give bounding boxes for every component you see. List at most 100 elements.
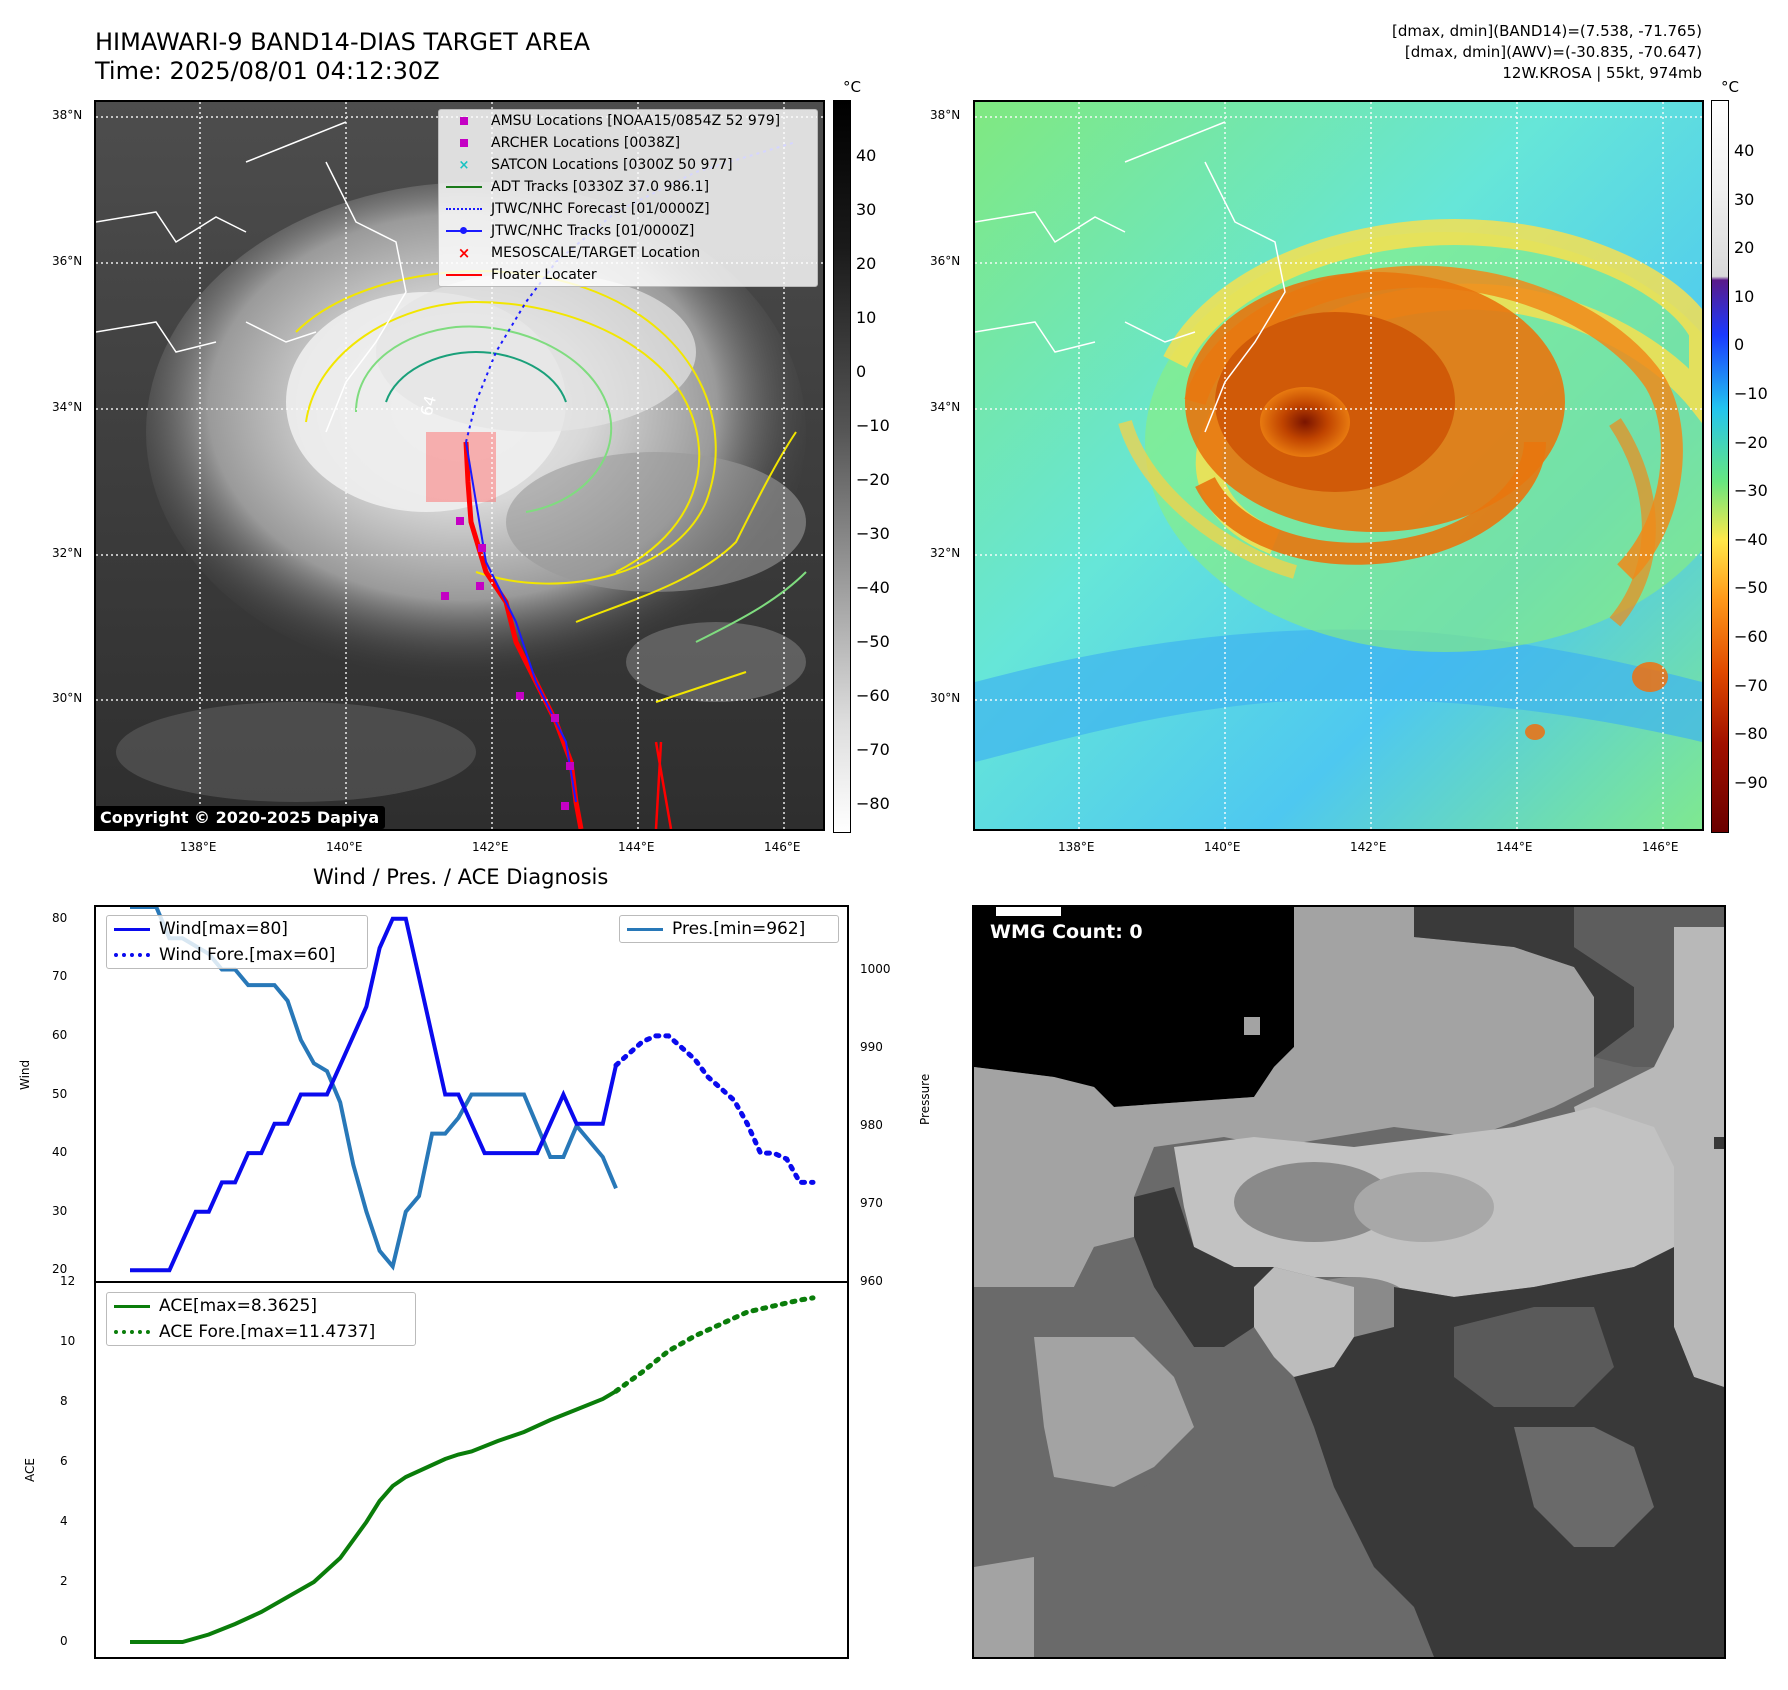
lon-label: 138°E (180, 840, 217, 854)
awv-colorbar-tick: 20 (1734, 238, 1755, 258)
wmg-panel: WMG Count: 0 (972, 905, 1726, 1659)
pressure-axis-label: Pressure (918, 1073, 932, 1125)
lon-label: 146°E (764, 840, 801, 854)
grayscale-colorbar-tick: 10 (856, 308, 877, 327)
lat-label: 34°N (52, 400, 83, 414)
grayscale-colorbar-tick: −10 (856, 416, 890, 435)
lon-label: 138°E (1058, 840, 1095, 854)
grayscale-colorbar-tick: −60 (856, 686, 890, 705)
awv-colorbar-tick: −80 (1734, 724, 1768, 744)
awv-colorbar-tick: 30 (1734, 189, 1755, 209)
grayscale-colorbar-tick: 20 (856, 254, 877, 273)
legend-mesoscale: × MESOSCALE/TARGET Location (457, 244, 701, 262)
ir-map-legend: AMSU Locations [NOAA15/0854Z 52 979] ARC… (438, 109, 818, 287)
lat-label: 36°N (52, 254, 83, 268)
wind-tick: 20 (52, 1262, 68, 1277)
ace-line (130, 1389, 618, 1644)
legend-archer: ARCHER Locations [0038Z] (439, 132, 817, 154)
awv-map-panel (973, 100, 1704, 831)
figure-title: HIMAWARI-9 BAND14-DIAS TARGET AREA (95, 28, 591, 56)
wind-tick: 70 (52, 969, 68, 984)
awv-colorbar-tick: −20 (1734, 432, 1768, 452)
grayscale-colorbar-tick: −80 (856, 794, 890, 813)
awv-colorbar-tick: 0 (1734, 335, 1745, 355)
grayscale-colorbar-tick: −50 (856, 632, 890, 651)
band14-minmax: [dmax, dmin](BAND14)=(7.538, -71.765) (1391, 22, 1702, 40)
awv-colorbar-tick: −30 (1734, 481, 1768, 501)
lon-label: 146°E (1642, 840, 1679, 854)
wind-forecast-line (613, 1033, 816, 1185)
grayscale-colorbar-tick: −40 (856, 578, 890, 597)
wmg-count-label: WMG Count: 0 (990, 921, 1143, 943)
legend-satcon: × SATCON Locations [0300Z 50 977] (458, 157, 733, 173)
awv-colorbar-tick: −10 (1734, 384, 1768, 403)
diag-title: Wind / Pres. / ACE Diagnosis (313, 865, 609, 889)
lat-label: 30°N (930, 691, 961, 705)
ace-tick: 10 (60, 1334, 76, 1348)
lon-label: 144°E (618, 840, 655, 854)
pressure-tick: 980 (860, 1117, 883, 1132)
lon-label: 140°E (326, 840, 363, 854)
wind-line (130, 916, 618, 1273)
wind-tick: 30 (52, 1203, 68, 1218)
wmg-image (974, 907, 1724, 1657)
grayscale-colorbar-tick: 0 (856, 362, 867, 381)
storm-info: 12W.KROSA | 55kt, 974mb (1502, 64, 1702, 82)
lon-label: 142°E (472, 840, 509, 854)
wind-tick: 80 (52, 910, 68, 925)
lat-label: 34°N (930, 400, 961, 414)
colorbar-unit: °C (1721, 78, 1739, 96)
lon-label: 140°E (1204, 840, 1241, 854)
legend-amsu: AMSU Locations [NOAA15/0854Z 52 979] (439, 110, 817, 132)
legend-pressure: Pres.[min=962] (620, 916, 838, 942)
ace-tick: 8 (60, 1394, 68, 1408)
awv-minmax: [dmax, dmin](AWV)=(-30.835, -70.647) (1404, 43, 1702, 61)
wind-tick: 60 (52, 1027, 68, 1042)
awv-colorbar-tick: 40 (1734, 141, 1755, 160)
wind-legend: Wind[max=80] Wind Fore.[max=60] (106, 915, 368, 969)
legend-wind-fore: Wind Fore.[max=60] (107, 942, 367, 968)
pressure-tick: 960 (860, 1274, 883, 1288)
awv-colorbar-tick: −70 (1734, 675, 1768, 695)
grayscale-colorbar-tick: 30 (856, 200, 877, 219)
grayscale-colorbar-tick: −20 (856, 470, 890, 489)
ace-forecast-line (613, 1295, 816, 1394)
legend-jtwc-forecast: JTWC/NHC Forecast [01/0000Z] (439, 198, 817, 220)
legend-wind: Wind[max=80] (107, 916, 367, 942)
awv-colorbar-tick: −50 (1734, 578, 1768, 598)
wind-tick: 40 (52, 1145, 68, 1160)
figure-time: Time: 2025/08/01 04:12:30Z (95, 57, 440, 85)
lon-label: 144°E (1496, 840, 1533, 854)
grayscale-colorbar (833, 100, 851, 833)
colorbar-unit: °C (843, 78, 861, 96)
legend-adt: ADT Tracks [0330Z 37.0 986.1] (439, 176, 817, 198)
ace-tick: 4 (60, 1514, 68, 1528)
ace-tick: 0 (60, 1634, 68, 1648)
grayscale-colorbar-tick: −70 (856, 740, 890, 759)
pressure-legend: Pres.[min=962] (619, 915, 839, 943)
pressure-tick: 1000 (860, 961, 891, 976)
copyright-badge: Copyright © 2020-2025 Dapiya (94, 806, 386, 829)
awv-colorbar-tick: 10 (1734, 286, 1755, 306)
wind-tick: 50 (52, 1086, 68, 1101)
legend-floater: Floater Locater (439, 264, 817, 286)
ace-axis-label: ACE (23, 1458, 37, 1482)
awv-colorbar-tick: −40 (1734, 529, 1768, 549)
lat-label: 38°N (52, 108, 83, 122)
ace-tick: 12 (60, 1274, 76, 1288)
legend-jtwc-tracks: JTWC/NHC Tracks [01/0000Z] (439, 220, 817, 242)
lon-label: 142°E (1350, 840, 1387, 854)
diag-panel: Wind[max=80] Wind Fore.[max=60] Pres.[mi… (94, 905, 849, 1659)
grayscale-colorbar-tick: −30 (856, 524, 890, 543)
pressure-tick: 970 (860, 1195, 883, 1210)
pressure-tick: 990 (860, 1039, 883, 1054)
ace-tick: 2 (60, 1574, 68, 1588)
awv-colorbar-tick: −60 (1734, 627, 1768, 646)
grayscale-colorbar-tick: 40 (856, 146, 877, 165)
wind-axis-label: Wind (18, 1059, 32, 1090)
lat-label: 32°N (930, 546, 961, 560)
legend-ace: ACE[max=8.3625] (107, 1293, 415, 1319)
lat-label: 30°N (52, 691, 83, 705)
awv-colorbar (1711, 100, 1729, 833)
awv-map-image (975, 102, 1702, 829)
